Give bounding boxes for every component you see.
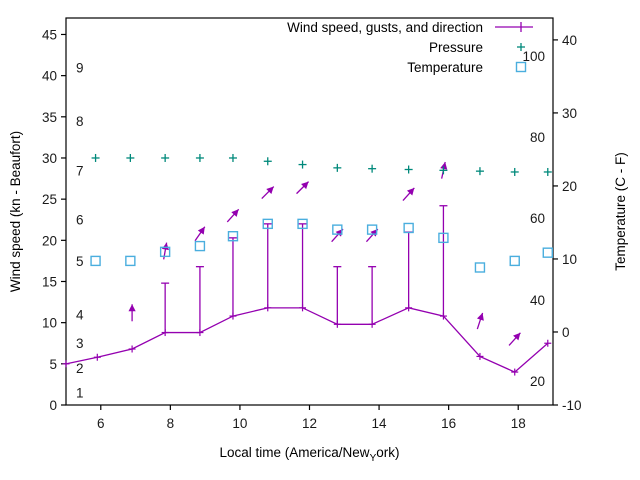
temperature-marker [194,240,206,252]
y-axis-tick-label: 0 [49,398,57,413]
temperature-marker [474,262,486,273]
wind-speed-line [65,307,549,373]
fahrenheit-label: 20 [530,374,545,389]
temperature-marker [125,255,136,267]
x-axis-tick-label: 18 [511,416,526,431]
temperature-marker [366,224,378,235]
y-axis-tick-label: 35 [42,110,57,125]
beaufort-label: 7 [76,163,84,178]
y-axis-tick-label: 40 [42,69,57,84]
y2-axis-tick-label: 30 [562,106,577,121]
x-axis-tick-label: 12 [302,416,317,431]
y-axis-title: Wind speed (kn - Beaufort) [8,131,23,292]
fahrenheit-label: 60 [530,211,545,226]
x-axis-tick-label: 10 [232,416,247,431]
beaufort-label: 3 [76,336,84,351]
y2-axis-title: Temperature (C - F) [613,152,628,271]
y2-axis-tick-label: 0 [562,325,570,340]
legend-label-pressure: Pressure [429,40,483,55]
legend-label-temperature: Temperature [407,60,483,75]
temperature-marker [438,232,449,244]
temperature-marker [262,218,273,230]
y2-axis-tick-label: 40 [562,33,577,48]
temperature-marker [332,224,343,235]
wind-direction-arrow [194,226,206,242]
y2-axis-tick-label: 10 [562,252,577,267]
wind-direction-arrow [476,312,484,330]
temperature-marker [159,246,171,258]
fahrenheit-label: 100 [522,49,545,64]
y-axis-tick-label: 15 [42,274,57,289]
y-axis-tick-label: 5 [49,357,57,372]
wind-direction-arrow [402,187,415,201]
legend-label-wind: Wind speed, gusts, and direction [287,20,483,35]
x-axis-tick-label: 16 [441,416,456,431]
beaufort-label: 2 [76,361,84,376]
wind-direction-arrow [128,304,136,322]
y-axis-tick-label: 10 [42,316,57,331]
y2-axis-tick-label: -10 [562,398,582,413]
x-axis-tick-label: 6 [97,416,105,431]
temperature-marker [227,231,239,242]
temperature-marker [297,218,308,230]
y-axis-tick-label: 45 [42,27,57,42]
beaufort-label: 8 [76,114,84,129]
beaufort-label: 5 [76,254,84,269]
beaufort-label: 9 [76,60,84,75]
beaufort-label: 4 [76,307,84,322]
y-axis-tick-label: 25 [42,192,57,207]
temperature-marker [90,255,101,267]
beaufort-label: 1 [76,386,84,401]
x-axis-tick-label: 8 [167,416,175,431]
wind-direction-arrow [508,332,521,346]
y2-axis-tick-label: 20 [562,179,577,194]
temperature-marker [509,255,520,267]
beaufort-label: 6 [76,213,84,228]
plot-frame [65,17,554,406]
temperature-marker [542,247,553,258]
temperature-marker [403,222,414,234]
y-axis-tick-label: 30 [42,151,57,166]
legend-swatch-temperature [515,61,527,73]
wind-direction-arrow [296,181,310,195]
fahrenheit-label: 40 [530,293,545,308]
wind-direction-arrow [226,208,240,223]
y-axis-tick-label: 20 [42,233,57,248]
wind-direction-arrow [261,186,275,200]
fahrenheit-label: 80 [530,130,545,145]
x-axis-title: Local time (America/NewYork) [220,445,400,464]
x-axis-tick-label: 14 [372,416,388,431]
